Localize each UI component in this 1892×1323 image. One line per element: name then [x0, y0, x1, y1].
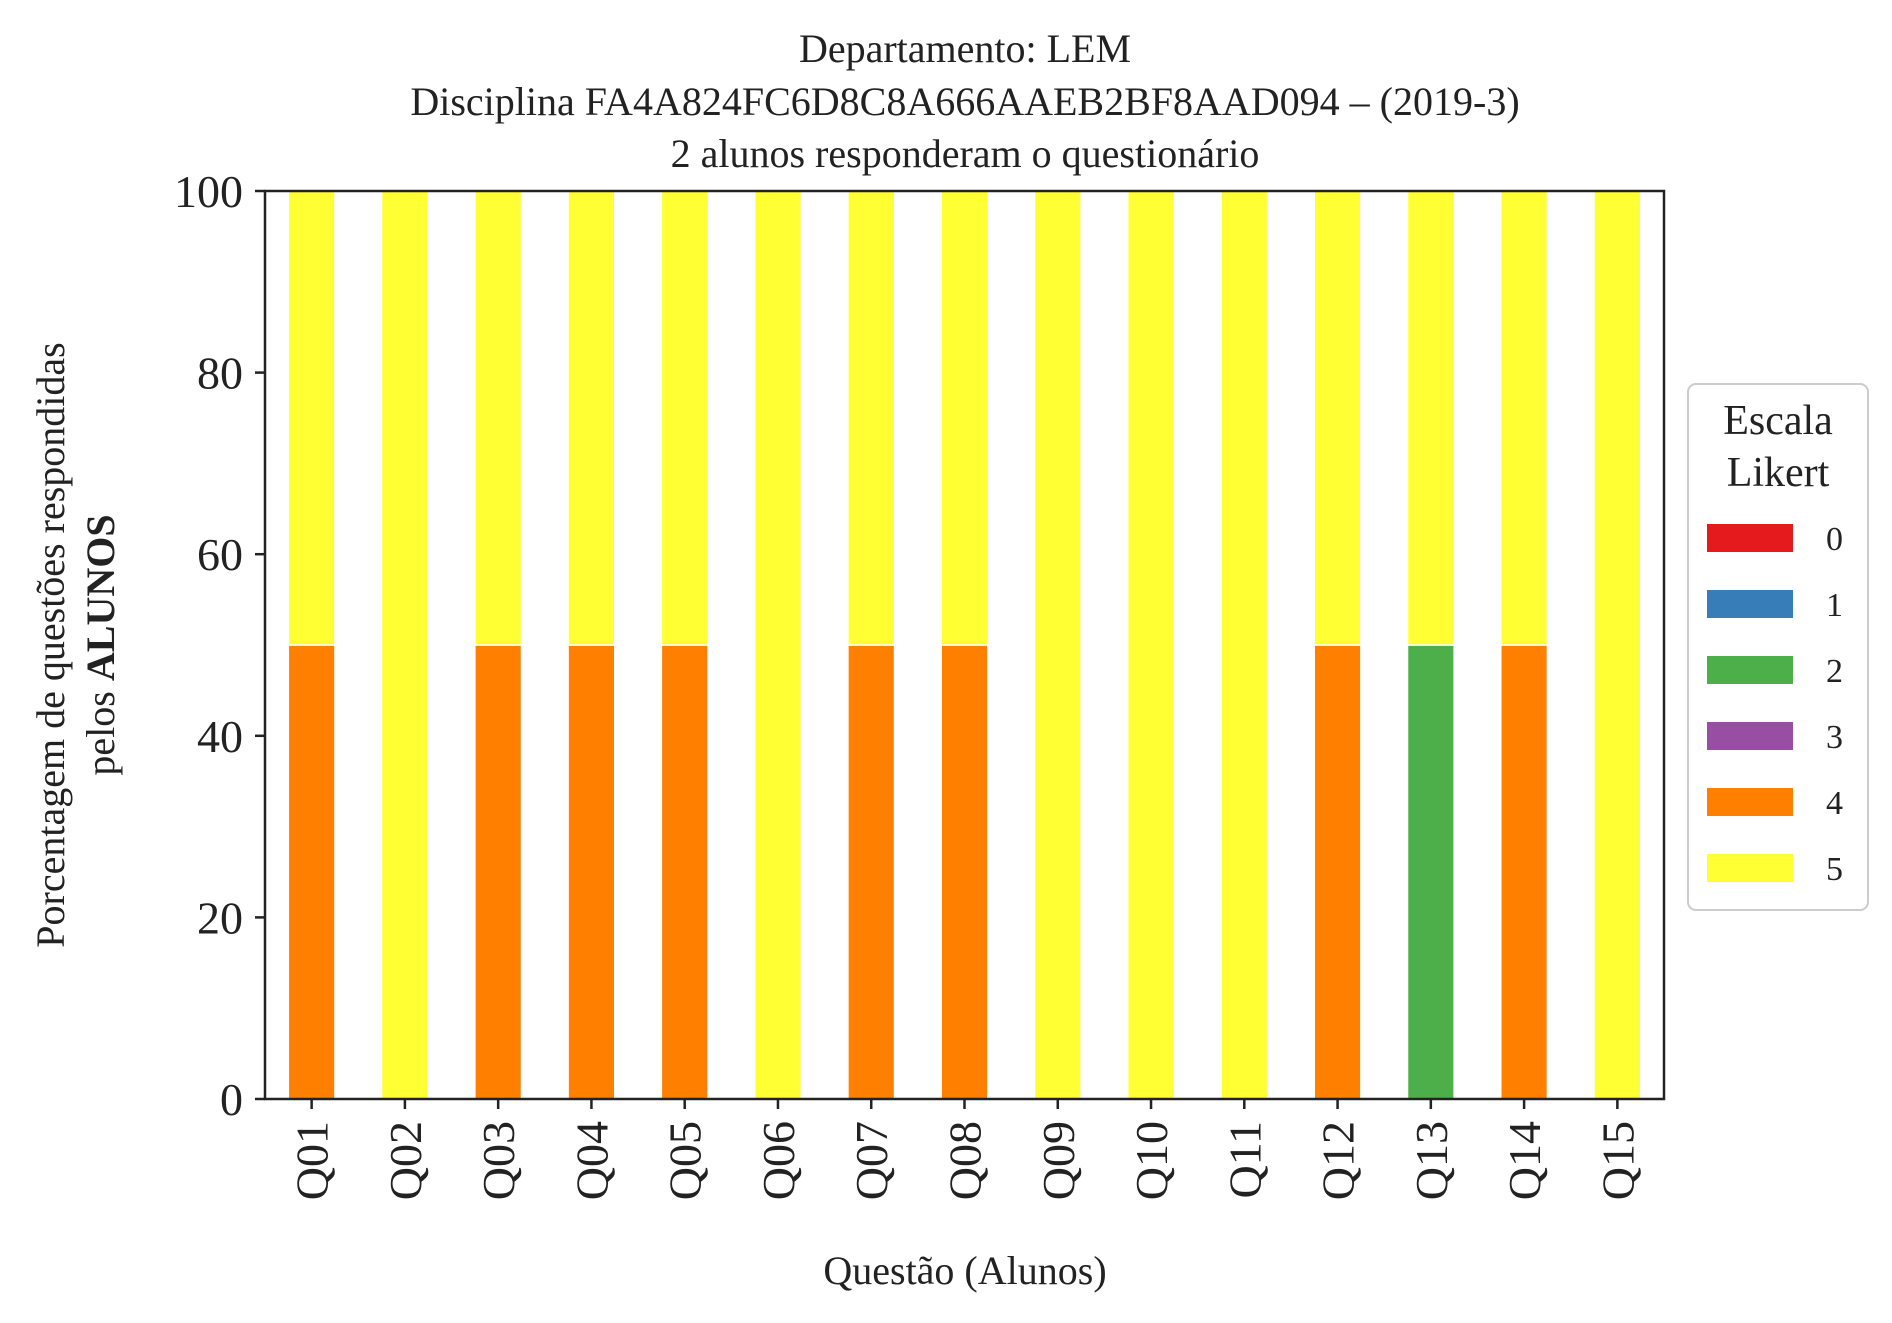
bar-Q15-likert-5 — [1593, 190, 1642, 1100]
legend-title-line-2: Likert — [1727, 450, 1830, 496]
y-axis-label-prefix: pelos — [78, 681, 123, 775]
x-tick-label: Q03 — [473, 1121, 524, 1200]
bar-Q05-likert-5 — [660, 190, 709, 646]
x-axis-label: Questão (Alunos) — [823, 1248, 1106, 1293]
bar-Q08-likert-4 — [940, 644, 989, 1100]
x-tick-label: Q10 — [1126, 1121, 1177, 1200]
x-axis-ticks: Q01 Q02 Q03 Q04 Q05 Q06 Q07 Q08 Q09 Q10 Q11 Q12 Q13 Q… — [287, 1099, 1643, 1200]
legend-label-3: 3 — [1826, 719, 1843, 756]
legend-label-1: 1 — [1826, 587, 1843, 624]
legend-items: 0 1 2 3 4 5 — [1707, 521, 1843, 888]
bar-Q09-likert-5 — [1033, 190, 1082, 1100]
legend-frame — [1687, 383, 1869, 911]
y-axis-ticks: 0 20 40 60 80 100 — [174, 166, 265, 1125]
x-tick-label: Q11 — [1219, 1121, 1270, 1199]
legend-swatch-1 — [1707, 590, 1793, 618]
bar-Q12-likert-4 — [1313, 644, 1362, 1100]
legend-swatch-2 — [1707, 656, 1793, 684]
x-tick-label: Q06 — [753, 1121, 804, 1200]
x-tick-label: Q15 — [1592, 1121, 1643, 1200]
x-tick-label: Q13 — [1406, 1121, 1457, 1200]
y-axis-label-line-2: pelos ALUNOS — [78, 514, 123, 775]
y-axis-label-bold: ALUNOS — [78, 514, 123, 681]
x-tick-label: Q14 — [1499, 1121, 1550, 1200]
bar-Q12-likert-5 — [1313, 190, 1362, 646]
bar-Q03-likert-5 — [474, 190, 523, 646]
x-tick-label: Q07 — [846, 1121, 897, 1200]
bar-Q14-likert-4 — [1500, 644, 1549, 1100]
chart-title: Departamento: LEM Disciplina FA4A824FC6D… — [410, 26, 1519, 176]
legend-swatch-4 — [1707, 788, 1793, 816]
bar-Q02-likert-5 — [380, 190, 429, 1100]
bar-Q11-likert-5 — [1220, 190, 1269, 1100]
y-tick-label: 40 — [197, 711, 243, 762]
legend: Escala Likert 0 1 2 3 4 5 — [1687, 383, 1869, 911]
legend-label-4: 4 — [1826, 785, 1843, 822]
bar-Q05-likert-4 — [660, 644, 709, 1100]
x-tick-label: Q01 — [287, 1121, 338, 1200]
x-tick-label: Q09 — [1033, 1121, 1084, 1200]
y-tick-label: 60 — [197, 529, 243, 580]
x-tick-label: Q04 — [566, 1121, 617, 1200]
bar-Q14-likert-5 — [1500, 190, 1549, 646]
legend-swatch-3 — [1707, 722, 1793, 750]
bar-Q04-likert-5 — [567, 190, 616, 646]
title-line-2: Disciplina FA4A824FC6D8C8A666AAEB2BF8AAD… — [410, 79, 1519, 124]
plot-frame — [263, 189, 1666, 1101]
legend-title-line-1: Escala — [1723, 398, 1833, 444]
y-axis-label-line-1: Porcentagem de questões respondidas — [28, 342, 73, 947]
bar-Q07-likert-5 — [847, 190, 896, 646]
title-line-1: Departamento: LEM — [799, 26, 1131, 71]
legend-label-5: 5 — [1826, 851, 1843, 888]
bar-Q04-likert-4 — [567, 644, 616, 1100]
legend-swatch-0 — [1707, 524, 1793, 552]
bar-Q10-likert-5 — [1126, 190, 1176, 1100]
legend-label-0: 0 — [1826, 521, 1843, 558]
x-tick-label: Q05 — [660, 1121, 711, 1200]
bar-Q06-likert-5 — [753, 190, 803, 1100]
bar-Q07-likert-4 — [847, 644, 896, 1100]
y-axis-label: Porcentagem de questões respondidas pelo… — [28, 342, 123, 947]
bar-Q03-likert-4 — [474, 644, 523, 1100]
x-tick-label: Q08 — [940, 1121, 991, 1200]
legend-label-2: 2 — [1826, 653, 1843, 690]
bar-Q01-likert-4 — [287, 644, 336, 1100]
x-tick-label: Q02 — [380, 1121, 431, 1200]
legend-swatch-5 — [1707, 854, 1793, 882]
bar-Q01-likert-5 — [287, 190, 336, 646]
y-tick-label: 80 — [197, 348, 243, 399]
bar-Q13-likert-2 — [1406, 644, 1455, 1100]
x-tick-label: Q12 — [1313, 1121, 1364, 1200]
y-tick-label: 0 — [220, 1074, 243, 1125]
y-tick-label: 20 — [197, 892, 243, 943]
y-tick-label: 100 — [174, 166, 243, 217]
bar-Q13-likert-5 — [1406, 190, 1455, 646]
bars-layer — [287, 190, 1642, 1100]
title-line-3: 2 alunos responderam o questionário — [671, 131, 1260, 176]
bar-Q08-likert-5 — [940, 190, 989, 646]
